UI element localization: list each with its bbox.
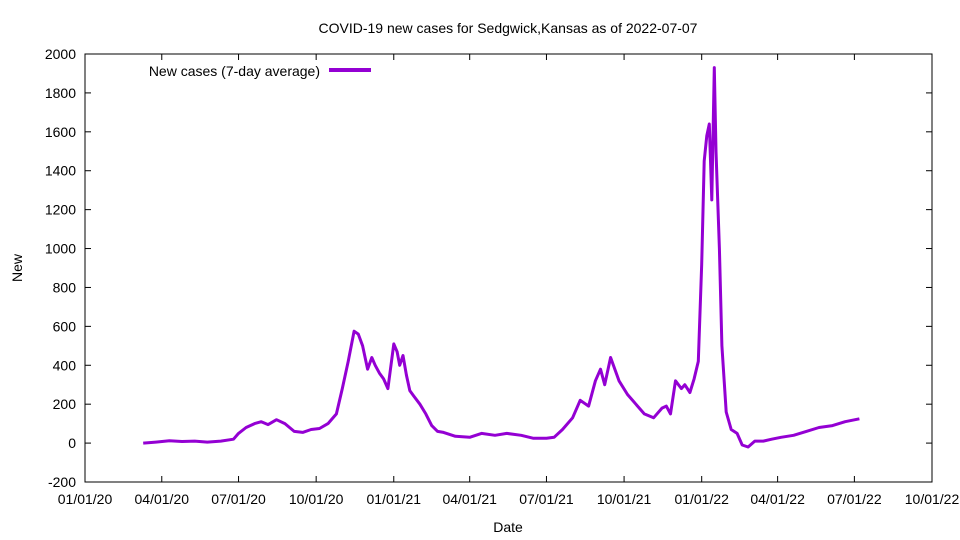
y-tick-label: -200 bbox=[48, 474, 76, 490]
x-tick-label: 04/01/21 bbox=[442, 491, 497, 507]
y-tick-label: 600 bbox=[53, 318, 77, 334]
y-tick-label: 400 bbox=[53, 357, 77, 373]
legend-label: New cases (7-day average) bbox=[149, 63, 320, 79]
x-tick-label: 07/01/22 bbox=[827, 491, 882, 507]
x-tick-label: 04/01/22 bbox=[750, 491, 805, 507]
y-axis: -200 0 200 400 600 800 1000 1200 1400 1600 1800 200… bbox=[45, 46, 932, 490]
x-tick-label: 07/01/20 bbox=[211, 491, 266, 507]
x-tick-label: 07/01/21 bbox=[519, 491, 574, 507]
x-tick-label: 10/01/21 bbox=[597, 491, 652, 507]
y-tick-label: 200 bbox=[53, 396, 77, 412]
y-tick-label: 1400 bbox=[45, 163, 76, 179]
x-tick-label: 10/01/22 bbox=[905, 491, 960, 507]
series-line bbox=[143, 66, 860, 449]
series-layer bbox=[143, 66, 860, 449]
y-tick-label: 1800 bbox=[45, 85, 76, 101]
x-tick-label: 01/01/21 bbox=[367, 491, 422, 507]
y-axis-label: New bbox=[9, 253, 25, 282]
legend: New cases (7-day average) bbox=[149, 63, 371, 79]
y-tick-label: 2000 bbox=[45, 46, 76, 62]
x-axis-label: Date bbox=[493, 519, 523, 535]
y-tick-label: 800 bbox=[53, 279, 77, 295]
plot-frame bbox=[84, 53, 933, 483]
y-tick-label: 0 bbox=[68, 435, 76, 451]
x-tick-label: 01/01/22 bbox=[674, 491, 729, 507]
chart-title: COVID-19 new cases for Sedgwick,Kansas a… bbox=[319, 20, 698, 36]
y-tick-label: 1000 bbox=[45, 241, 76, 257]
x-tick-label: 04/01/20 bbox=[135, 491, 190, 507]
y-tick-label: 1200 bbox=[45, 202, 76, 218]
x-axis: 01/01/20 04/01/20 07/01/20 10/01/20 01/01/21… bbox=[58, 54, 960, 507]
x-tick-label: 01/01/20 bbox=[58, 491, 113, 507]
y-tick-label: 1600 bbox=[45, 124, 76, 140]
x-tick-label: 10/01/20 bbox=[289, 491, 344, 507]
